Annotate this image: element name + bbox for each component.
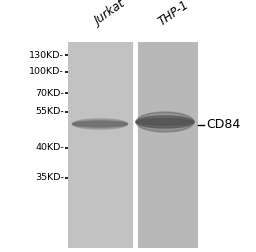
Text: 35KD-: 35KD- <box>35 173 64 182</box>
Bar <box>68 42 198 248</box>
Ellipse shape <box>72 119 127 129</box>
Text: 130KD-: 130KD- <box>29 50 64 59</box>
Ellipse shape <box>136 119 194 125</box>
Text: 40KD-: 40KD- <box>35 143 64 152</box>
Text: 70KD-: 70KD- <box>35 88 64 98</box>
Bar <box>137 42 198 248</box>
Bar <box>68 42 133 248</box>
Text: 55KD-: 55KD- <box>35 108 64 116</box>
Text: CD84: CD84 <box>206 118 240 132</box>
Ellipse shape <box>72 120 127 128</box>
Ellipse shape <box>72 122 127 126</box>
Text: 100KD-: 100KD- <box>29 68 64 77</box>
Ellipse shape <box>136 116 194 128</box>
Text: Jurkat: Jurkat <box>92 0 128 28</box>
Text: THP-1: THP-1 <box>156 0 191 28</box>
Ellipse shape <box>136 112 194 132</box>
